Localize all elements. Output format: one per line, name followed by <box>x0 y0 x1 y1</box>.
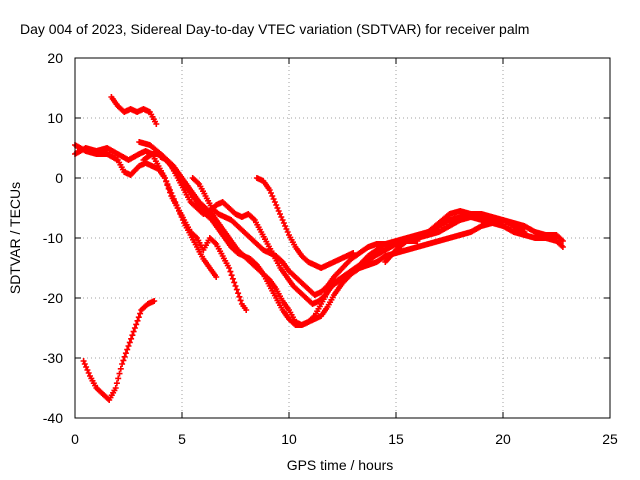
marker-path <box>382 208 566 265</box>
x-tick-label: 15 <box>388 431 404 447</box>
y-tick-label: -20 <box>43 290 63 306</box>
x-axis-label: GPS time / hours <box>287 457 394 473</box>
marker-path <box>189 175 421 298</box>
y-tick-label: 0 <box>55 170 63 186</box>
y-tick-label: -30 <box>43 350 63 366</box>
y-tick-label: -10 <box>43 230 63 246</box>
chart-title: Day 004 of 2023, Sidereal Day-to-day VTE… <box>20 21 529 37</box>
y-axis-label: SDTVAR / TECUs <box>7 182 23 294</box>
marker-path <box>253 175 357 271</box>
series-track-7 <box>253 175 357 271</box>
x-tick-label: 25 <box>602 431 618 447</box>
marker-path <box>80 298 158 403</box>
x-tick-label: 10 <box>281 431 297 447</box>
x-tick-label: 20 <box>495 431 511 447</box>
x-tick-label: 0 <box>71 431 79 447</box>
series-track-10 <box>80 298 158 403</box>
x-tick-label: 5 <box>178 431 186 447</box>
marker-path <box>108 94 160 127</box>
y-axis-ticks: -40 -30 -20 -10 0 10 20 <box>43 50 610 426</box>
series-track-6 <box>189 175 421 298</box>
y-tick-label: -40 <box>43 410 63 426</box>
data-series <box>72 94 566 403</box>
series-track-9 <box>108 94 160 127</box>
y-tick-label: 20 <box>47 50 63 66</box>
series-track-8 <box>382 208 566 265</box>
y-tick-label: 10 <box>47 110 63 126</box>
x-axis-ticks: 0 5 10 15 20 25 <box>71 58 618 447</box>
